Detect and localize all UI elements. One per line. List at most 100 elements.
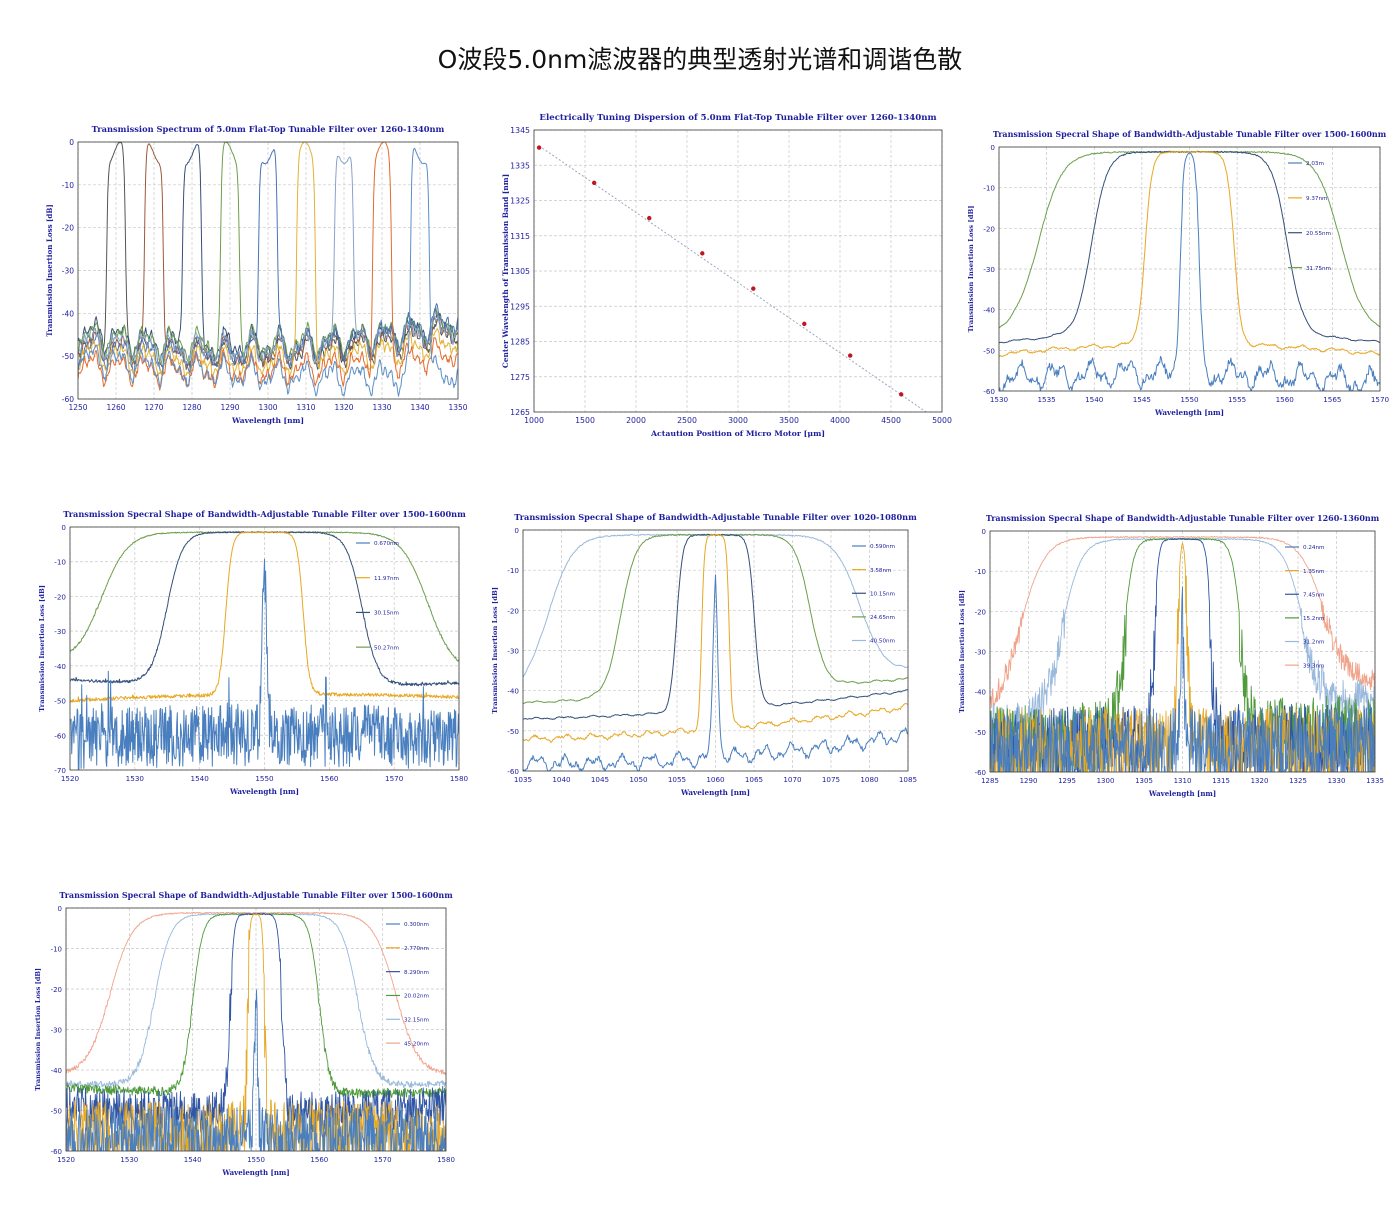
legend-label: 0.300nm bbox=[404, 922, 429, 928]
x-tick-label: 1320 bbox=[1251, 777, 1269, 785]
x-tick-label: 1530 bbox=[126, 774, 145, 783]
data-point bbox=[591, 180, 597, 186]
x-tick-label: 1065 bbox=[745, 775, 763, 784]
x-tick-label: 1290 bbox=[220, 403, 239, 412]
chart-title: Transmission Specral Shape of Bandwidth-… bbox=[514, 512, 917, 522]
x-tick-label: 1580 bbox=[450, 774, 469, 783]
y-tick-label: -10 bbox=[983, 184, 995, 193]
data-point bbox=[647, 215, 652, 221]
y-tick-label: 1345 bbox=[510, 126, 530, 135]
legend-label: 20.02nm bbox=[404, 994, 429, 1000]
x-tick-label: 1040 bbox=[552, 775, 571, 784]
x-tick-label: 1260 bbox=[106, 403, 125, 412]
x-tick-label: 1550 bbox=[1180, 395, 1199, 404]
legend-label: 24.65nm bbox=[870, 615, 895, 621]
x-tick-label: 1540 bbox=[191, 774, 210, 783]
x-tick-label: 3500 bbox=[779, 416, 799, 425]
legend: 0.670nm 11.97nm 30.15nm 50.27nm bbox=[356, 541, 399, 651]
x-tick-label: 1540 bbox=[1085, 395, 1104, 404]
series-line bbox=[999, 150, 1380, 358]
y-axis-label: Transmission Insertion Loss [dB] bbox=[38, 585, 46, 712]
legend-label: 10.15nm bbox=[870, 591, 895, 597]
chart-title: Transmission Spectrum of 5.0nm Flat-Top … bbox=[92, 124, 445, 134]
y-tick-label: -30 bbox=[62, 267, 74, 276]
y-tick-label: -20 bbox=[62, 224, 74, 233]
legend-label: 31.2nm bbox=[1303, 640, 1324, 646]
plot-series-group bbox=[999, 150, 1380, 391]
y-tick-label: -40 bbox=[975, 689, 986, 697]
x-tick-label: 1340 bbox=[410, 403, 429, 412]
y-tick-label: -40 bbox=[54, 662, 66, 671]
chart-bandwidth-adjustable-1260-1360: Transmission Specral Shape of Bandwidth-… bbox=[958, 513, 1384, 798]
legend-label: 2.770nm bbox=[404, 946, 429, 952]
chart-panel-tuning-dispersion: Electrically Tuning Dispersion of 5.0nm … bbox=[490, 104, 960, 444]
series-line bbox=[990, 535, 1375, 709]
y-tick-label: -10 bbox=[975, 568, 986, 576]
y-tick-label: -20 bbox=[975, 608, 986, 616]
legend-label: 30.15nm bbox=[374, 611, 399, 617]
x-tick-label: 1290 bbox=[1020, 777, 1038, 785]
chart-bandwidth-adjustable-1020-1080: Transmission Specral Shape of Bandwidth-… bbox=[491, 512, 917, 797]
legend-label: 0.590nm bbox=[870, 544, 895, 550]
legend-label: 31.75nm bbox=[1306, 266, 1331, 272]
legend-label: 40.50nm bbox=[870, 639, 895, 645]
legend-label: 3.58nm bbox=[870, 568, 891, 574]
x-tick-label: 1060 bbox=[706, 775, 725, 784]
y-tick-label: -50 bbox=[983, 346, 995, 355]
chart-bandwidth-adjustable-1500-1600-b: Transmission Specral Shape of Bandwidth-… bbox=[38, 509, 469, 796]
y-tick-label: 1315 bbox=[510, 232, 530, 241]
x-tick-label: 1330 bbox=[1328, 777, 1346, 785]
chart-bandwidth-adjustable-1500-1600-a: Transmission Specral Shape of Bandwidth-… bbox=[967, 129, 1390, 417]
plot-frame bbox=[998, 146, 1381, 392]
series-line bbox=[78, 155, 458, 368]
plot-frame bbox=[533, 129, 943, 413]
y-tick-label: 0 bbox=[982, 528, 986, 536]
legend-label: 39.3nm bbox=[1303, 663, 1324, 669]
y-tick-label: -60 bbox=[983, 387, 995, 396]
y-tick-label: -50 bbox=[51, 1108, 62, 1116]
plot-series-group bbox=[78, 142, 458, 397]
x-axis-label: Actaution Position of Micro Motor [μm] bbox=[650, 429, 825, 438]
legend: 0.24nm 1.35nm 7.45nm 15.2nm 31.2nm 39.3nm bbox=[1285, 545, 1324, 669]
y-tick-label: 0 bbox=[61, 523, 66, 532]
y-tick-label: -60 bbox=[62, 395, 74, 404]
x-tick-label: 1560 bbox=[310, 1156, 328, 1164]
x-tick-label: 2500 bbox=[677, 416, 697, 425]
data-point bbox=[802, 321, 807, 327]
x-tick-label: 1310 bbox=[296, 403, 315, 412]
chart-title: Transmission Specral Shape of Bandwidth-… bbox=[63, 509, 466, 519]
x-tick-label: 1000 bbox=[524, 416, 544, 425]
y-tick-label: -50 bbox=[54, 697, 66, 706]
y-tick-label: -40 bbox=[983, 306, 995, 315]
y-tick-label: -20 bbox=[983, 224, 995, 233]
y-tick-label: -60 bbox=[51, 1148, 62, 1156]
chart-title: Transmission Specral Shape of Bandwidth-… bbox=[986, 513, 1380, 523]
x-tick-label: 1530 bbox=[990, 395, 1009, 404]
y-tick-label: 1295 bbox=[510, 302, 530, 311]
y-tick-label: -40 bbox=[62, 309, 74, 318]
legend-label: 2.03m bbox=[1306, 161, 1324, 167]
y-tick-label: -50 bbox=[62, 352, 74, 361]
chart-title: Electrically Tuning Dispersion of 5.0nm … bbox=[539, 113, 936, 123]
x-tick-label: 1570 bbox=[1371, 395, 1390, 404]
x-tick-label: 1320 bbox=[334, 403, 353, 412]
y-tick-label: -20 bbox=[51, 986, 62, 994]
x-tick-label: 5000 bbox=[932, 416, 952, 425]
data-point bbox=[751, 286, 756, 291]
y-tick-label: -30 bbox=[975, 649, 986, 657]
x-tick-label: 1520 bbox=[61, 774, 80, 783]
x-tick-label: 1070 bbox=[783, 775, 802, 784]
y-tick-label: 1325 bbox=[510, 197, 530, 206]
y-tick-label: -10 bbox=[51, 946, 62, 954]
plot-frame bbox=[77, 141, 459, 400]
x-tick-label: 1055 bbox=[668, 775, 686, 784]
legend-label: 0.670nm bbox=[374, 541, 399, 547]
chart-panel-bw-1500-1600-b: Transmission Specral Shape of Bandwidth-… bbox=[30, 506, 470, 806]
y-tick-label: 1265 bbox=[510, 408, 530, 417]
plot-frame bbox=[522, 529, 909, 772]
x-tick-label: 1545 bbox=[1133, 395, 1151, 404]
legend-label: 45.20nm bbox=[404, 1041, 429, 1047]
x-tick-label: 1570 bbox=[374, 1156, 392, 1164]
y-tick-label: 0 bbox=[514, 526, 519, 535]
x-tick-label: 1285 bbox=[981, 777, 999, 785]
